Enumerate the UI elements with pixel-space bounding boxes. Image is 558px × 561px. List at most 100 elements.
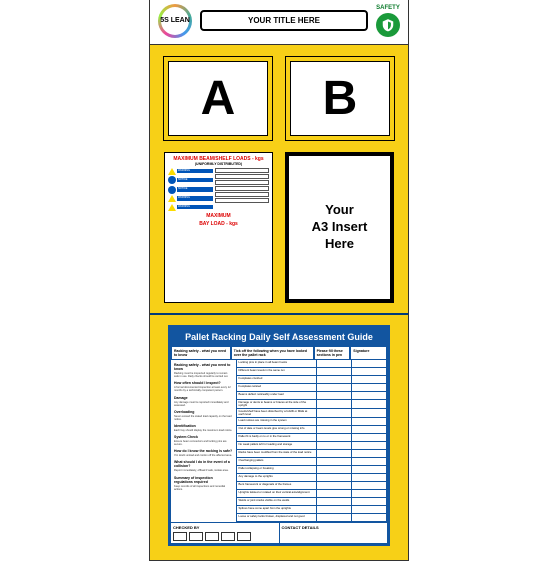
checklist-sig-cell[interactable] [352,400,387,408]
checklist-mark-cell[interactable] [317,442,352,449]
checklist-mark-cell[interactable] [317,466,352,473]
checklist-mark-cell[interactable] [317,506,352,513]
checklist-mark-cell[interactable] [317,498,352,505]
hazard-text: NOTICE [177,187,213,192]
guide-head-4: Signature [350,346,387,360]
checklist-mark-cell[interactable] [317,450,352,457]
checklist-mark-cell[interactable] [317,360,352,367]
checklist-row: Load notices are missing in the system [237,418,387,426]
checklist-sig-cell[interactable] [352,514,387,521]
checklist-mark-cell[interactable] [317,458,352,465]
checklist-sig-cell[interactable] [352,458,387,465]
guide-section: Summary of inspection regulations requir… [174,476,233,491]
checklist-sig-cell[interactable] [352,490,387,497]
guide-title: Pallet Racking Daily Self Assessment Gui… [171,328,387,346]
mandatory-circle-icon [168,176,176,184]
load-entry-line[interactable] [215,186,269,191]
checklist-sig-cell[interactable] [352,426,387,433]
section-heading: Overloading [174,410,233,414]
warning-triangle-icon [168,195,176,202]
section-heading: Summary of inspection regulations requir… [174,476,233,484]
letter-holder-a[interactable]: A [164,57,272,140]
guide-section: OverloadingNever exceed the stated load … [174,410,233,421]
checklist-row: Out of date or beam levels give wrong or… [237,426,387,434]
section-text: Racking must be inspected regularly to r… [174,372,233,378]
checklist-mark-cell[interactable] [317,409,352,417]
checklist-sig-cell[interactable] [352,474,387,481]
a3-insert-holder[interactable]: Your A3 Insert Here [285,152,394,303]
checklist-item: Locking pins in place in all beam hooks [237,360,317,367]
checklist-sig-cell[interactable] [352,434,387,441]
checklist-sig-cell[interactable] [352,442,387,449]
checklist-row: Damage or dents to beams or braces at th… [237,400,387,409]
letter-holder-row: A B [164,57,394,140]
section-text: Any damage must be reported immediately … [174,401,233,407]
contact-details-section: CONTACT DETAILS [279,523,388,543]
checklist-sig-cell[interactable] [352,368,387,375]
checked-box[interactable] [221,532,235,541]
guide-header-row: Racking safety - what you need to know T… [171,346,387,360]
guide-left-column: Racking safety - what you need to knowRa… [171,360,237,522]
checklist-mark-cell[interactable] [317,490,352,497]
checklist-mark-cell[interactable] [317,474,352,481]
checklist-sig-cell[interactable] [352,498,387,505]
checked-box[interactable] [237,532,251,541]
checklist-mark-cell[interactable] [317,384,352,391]
load-entry-line[interactable] [215,180,269,185]
assessment-guide: Pallet Racking Daily Self Assessment Gui… [168,325,390,546]
load-entry-line[interactable] [215,198,269,203]
checklist-sig-cell[interactable] [352,418,387,425]
checklist-sig-cell[interactable] [352,506,387,513]
hazard-column: WARNING NOTICE NOTICE WARNING WARNING [168,168,213,211]
title-slot[interactable]: YOUR TITLE HERE [200,10,368,31]
checklist-item: Overhanging pallets [237,458,317,465]
checklist-sig-cell[interactable] [352,392,387,399]
load-entry-line[interactable] [215,168,269,173]
section-heading: How do I know the racking is safe? [174,449,233,453]
checklist-sig-cell[interactable] [352,482,387,489]
checklist-row: Racks have been modified from the state … [237,450,387,458]
checklist-mark-cell[interactable] [317,376,352,383]
load-entry-line[interactable] [215,192,269,197]
letter-holder-b[interactable]: B [286,57,394,140]
checklist-sig-cell[interactable] [352,376,387,383]
checklist-mark-cell[interactable] [317,434,352,441]
lower-section: Pallet Racking Daily Self Assessment Gui… [150,315,408,560]
section-text: Ensure beam connectors and locking pins … [174,440,233,446]
checklist-sig-cell[interactable] [352,466,387,473]
warning-triangle-icon [168,168,176,175]
checklist-row: Footplates twisted [237,384,387,392]
logo-text: 5S LEAN [160,17,190,24]
checklist-sig-cell[interactable] [352,450,387,457]
checklist-sig-cell[interactable] [352,360,387,367]
checked-box[interactable] [189,532,203,541]
checklist-mark-cell[interactable] [317,400,352,408]
guide-section: How often should I inspect?A formal docu… [174,381,233,392]
checklist-item: Beams deflect noticeably under load [237,392,317,399]
checklist-row: Pallet collapsing or breaking [237,466,387,474]
load-entry-line[interactable] [215,174,269,179]
hazard-text: WARNING [177,205,213,210]
checklist-mark-cell[interactable] [317,392,352,399]
a3-insert-text: Your A3 Insert Here [312,202,368,253]
checklist-row: No weak pallets left for loading and sto… [237,442,387,450]
checklist-row: Loose or safety locks broken, displaced … [237,514,387,522]
checklist-item: Damage or dents to beams or braces at th… [237,400,317,408]
checklist-item: Uprights twisted or rotated on their ver… [237,490,317,497]
checklist-mark-cell[interactable] [317,418,352,425]
checklist-sig-cell[interactable] [352,384,387,391]
checklist-item: Loose or safety locks broken, displaced … [237,514,317,521]
checked-box[interactable] [205,532,219,541]
load-subtitle: (UNIFORMLY DISTRIBUTED) [168,162,269,166]
checked-box[interactable] [173,532,187,541]
checklist-mark-cell[interactable] [317,426,352,433]
checklist-mark-cell[interactable] [317,514,352,521]
checklist-mark-cell[interactable] [317,482,352,489]
checklist-sig-cell[interactable] [352,409,387,417]
checklist-mark-cell[interactable] [317,368,352,375]
checklist-item: Footplates crushed [237,376,317,383]
section-text: Keep records of all inspections and reme… [174,485,233,491]
section-heading: Racking safety - what you need to know [174,363,233,371]
hazard-text: WARNING [177,169,213,174]
section-heading: System Check [174,435,233,439]
